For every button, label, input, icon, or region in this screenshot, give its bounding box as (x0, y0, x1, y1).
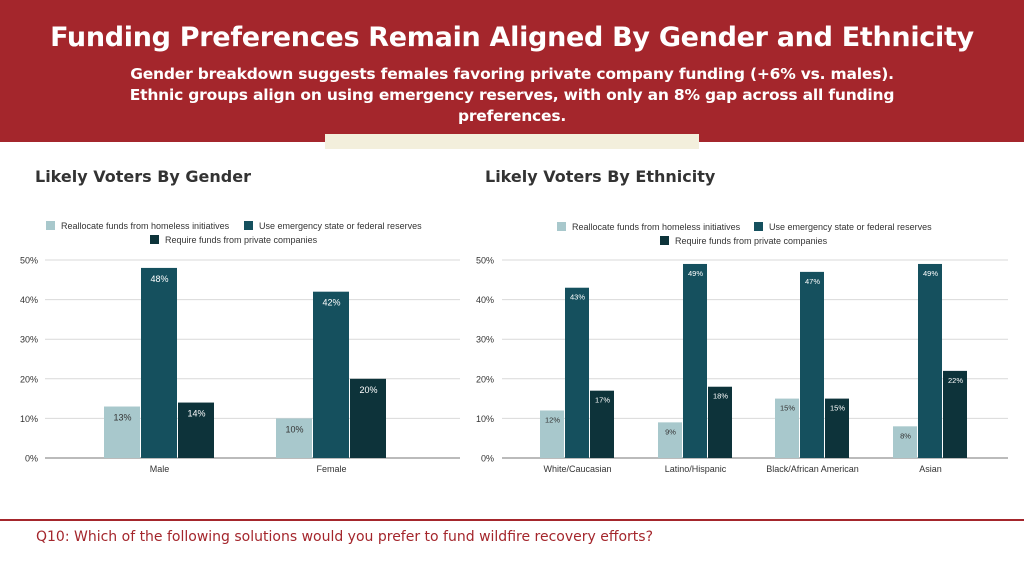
ethnicity-bar-chart: Reallocate funds from homeless initiativ… (476, 222, 1008, 474)
header-banner: Funding Preferences Remain Aligned By Ge… (0, 0, 1024, 142)
bar (313, 291, 349, 458)
data-label: 12% (545, 415, 560, 424)
x-tick-label: Asian (919, 464, 942, 474)
legend-label: Use emergency state or federal reserves (259, 221, 422, 231)
bar (590, 390, 614, 458)
x-tick-label: Male (150, 464, 170, 474)
legend-swatch (754, 222, 763, 231)
bar (141, 267, 177, 458)
bar (893, 426, 917, 458)
x-tick-label: White/Caucasian (543, 464, 611, 474)
data-label: 13% (113, 413, 131, 423)
data-label: 42% (322, 298, 340, 308)
y-tick-label: 10% (20, 414, 38, 424)
data-label: 47% (805, 277, 820, 286)
data-label: 48% (150, 274, 168, 284)
bar (276, 418, 312, 458)
bar (178, 402, 214, 458)
bar (708, 386, 732, 458)
gender-chart-title: Likely Voters By Gender (35, 167, 251, 186)
bar (943, 370, 967, 458)
y-tick-label: 0% (481, 454, 494, 464)
accent-bar (325, 134, 699, 149)
page-title: Funding Preferences Remain Aligned By Ge… (50, 22, 974, 53)
y-tick-label: 50% (20, 256, 38, 266)
bar (683, 263, 707, 458)
bar (800, 271, 824, 458)
y-tick-label: 10% (476, 414, 494, 424)
data-label: 8% (900, 431, 911, 440)
bar (775, 398, 799, 458)
bar (540, 410, 564, 458)
legend-item-1: Reallocate funds from homeless initiativ… (557, 222, 741, 232)
bar (918, 263, 942, 458)
ethnicity-chart-title: Likely Voters By Ethnicity (485, 167, 716, 186)
legend-item-2: Use emergency state or federal reserves (244, 221, 422, 231)
data-label: 49% (688, 269, 703, 278)
data-label: 14% (187, 409, 205, 419)
data-label: 9% (665, 427, 676, 436)
bar (104, 406, 140, 458)
data-label: 15% (830, 404, 845, 413)
legend-swatch (46, 221, 55, 230)
x-tick-label: Latino/Hispanic (665, 464, 727, 474)
data-label: 43% (570, 293, 585, 302)
legend-item-1: Reallocate funds from homeless initiativ… (46, 221, 230, 231)
data-label: 22% (948, 376, 963, 385)
gender-bar-chart: Reallocate funds from homeless initiativ… (20, 221, 460, 474)
data-label: 18% (713, 392, 728, 401)
data-label: 20% (359, 385, 377, 395)
page-subtitle: Gender breakdown suggests females favori… (129, 65, 895, 125)
legend-label: Reallocate funds from homeless initiativ… (572, 222, 741, 232)
legend-label: Reallocate funds from homeless initiativ… (61, 221, 230, 231)
legend-item-3: Require funds from private companies (150, 235, 318, 245)
data-label: 15% (780, 404, 795, 413)
y-tick-label: 20% (476, 374, 494, 384)
data-label: 17% (595, 396, 610, 405)
legend-label: Require funds from private companies (675, 236, 828, 246)
legend-swatch (244, 221, 253, 230)
legend-label: Require funds from private companies (165, 235, 318, 245)
y-tick-label: 20% (20, 374, 38, 384)
bar (658, 422, 682, 458)
legend-item-3: Require funds from private companies (660, 236, 828, 246)
y-tick-label: 50% (476, 256, 494, 266)
bar (565, 287, 589, 458)
legend-swatch (660, 236, 669, 245)
y-tick-label: 40% (476, 295, 494, 305)
legend-swatch (557, 222, 566, 231)
x-tick-label: Black/African American (766, 464, 859, 474)
legend-label: Use emergency state or federal reserves (769, 222, 932, 232)
data-label: 49% (923, 269, 938, 278)
legend-item-2: Use emergency state or federal reserves (754, 222, 932, 232)
y-tick-label: 0% (25, 454, 38, 464)
bar (825, 398, 849, 458)
y-tick-label: 40% (20, 295, 38, 305)
data-label: 10% (285, 424, 303, 434)
footer-divider (0, 519, 1024, 521)
y-tick-label: 30% (20, 335, 38, 345)
y-tick-label: 30% (476, 335, 494, 345)
bar (350, 378, 386, 458)
x-tick-label: Female (316, 464, 346, 474)
legend-swatch (150, 235, 159, 244)
survey-question: Q10: Which of the following solutions wo… (36, 529, 654, 545)
